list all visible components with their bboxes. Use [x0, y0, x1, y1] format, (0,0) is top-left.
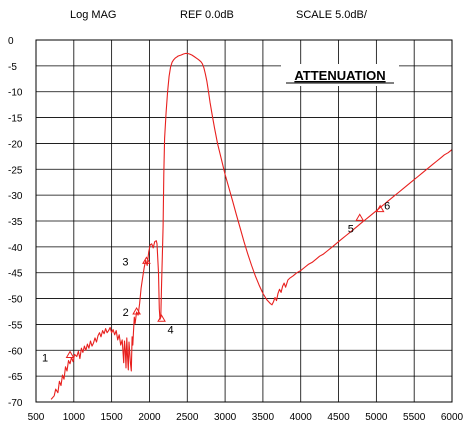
plot-frame: [35, 39, 453, 403]
x-tick-label: 1000: [63, 412, 86, 423]
marker-4-label: 4: [168, 324, 174, 336]
x-axis-ticks: 500 1000 1500 2000 2500 3000 3500 4000 4500 5000 5…: [28, 412, 464, 423]
chart-grid: [35, 39, 453, 403]
y-tick-label: -30: [8, 191, 23, 202]
marker-6-triangle: [375, 204, 385, 213]
y-tick-label: -40: [8, 243, 23, 254]
chart-title-box: ATTENUATION: [281, 64, 399, 86]
y-axis-ticks: 0 -5 -10 -15 -20 -25 -30 -35 -40 -45 -50 -55 -60 -65 -…: [8, 36, 23, 409]
x-tick-label: 2000: [138, 412, 161, 423]
chart-header: Log MAG REF 0.0dB SCALE 5.0dB/: [0, 0, 466, 24]
x-tick-label: 3000: [214, 412, 237, 423]
y-tick-label: -55: [8, 320, 23, 331]
marker-3-triangle: [142, 256, 151, 264]
marker-3-label: 3: [122, 256, 128, 268]
y-tick-label: -15: [8, 114, 23, 125]
marker-2-triangle: [132, 307, 141, 315]
y-tick-label: -65: [8, 372, 23, 383]
x-tick-label: 5500: [403, 412, 426, 423]
x-tick-label: 1500: [101, 412, 124, 423]
y-tick-label: 0: [8, 36, 14, 47]
y-tick-label: -50: [8, 295, 23, 306]
marker-6-label: 6: [384, 201, 390, 213]
x-tick-label: 500: [28, 412, 45, 423]
y-tick-label: -5: [8, 62, 17, 73]
x-tick-label: 6000: [441, 412, 464, 423]
format-mode-label: Log MAG: [70, 9, 117, 21]
chart-title-background: [281, 64, 399, 86]
y-tick-label: -60: [8, 346, 23, 357]
y-tick-label: -45: [8, 269, 23, 280]
marker-5-triangle: [355, 213, 365, 221]
x-tick-label: 5000: [365, 412, 388, 423]
x-tick-label: 4000: [290, 412, 313, 423]
marker-1-triangle: [65, 350, 75, 358]
y-tick-label: -25: [8, 165, 23, 176]
y-tick-label: -35: [8, 217, 23, 228]
x-tick-label: 3500: [252, 412, 275, 423]
scale-label: SCALE 5.0dB/: [296, 9, 367, 21]
x-tick-label: 2500: [176, 412, 199, 423]
reference-level-label: REF 0.0dB: [180, 9, 234, 21]
marker-2-label: 2: [123, 307, 129, 319]
y-tick-label: -20: [8, 139, 23, 150]
y-tick-label: -70: [8, 398, 23, 409]
chart-title: ATTENUATION: [294, 68, 385, 83]
x-tick-label: 4500: [327, 412, 350, 423]
marker-labels: 1 2 3 4 5 6: [42, 201, 390, 365]
marker-5-label: 5: [348, 223, 354, 235]
attenuation-trace: [50, 52, 453, 400]
y-tick-label: -10: [8, 88, 23, 99]
marker-4-triangle: [157, 314, 166, 322]
marker-1-label: 1: [42, 352, 48, 364]
chart-series: [50, 52, 453, 400]
